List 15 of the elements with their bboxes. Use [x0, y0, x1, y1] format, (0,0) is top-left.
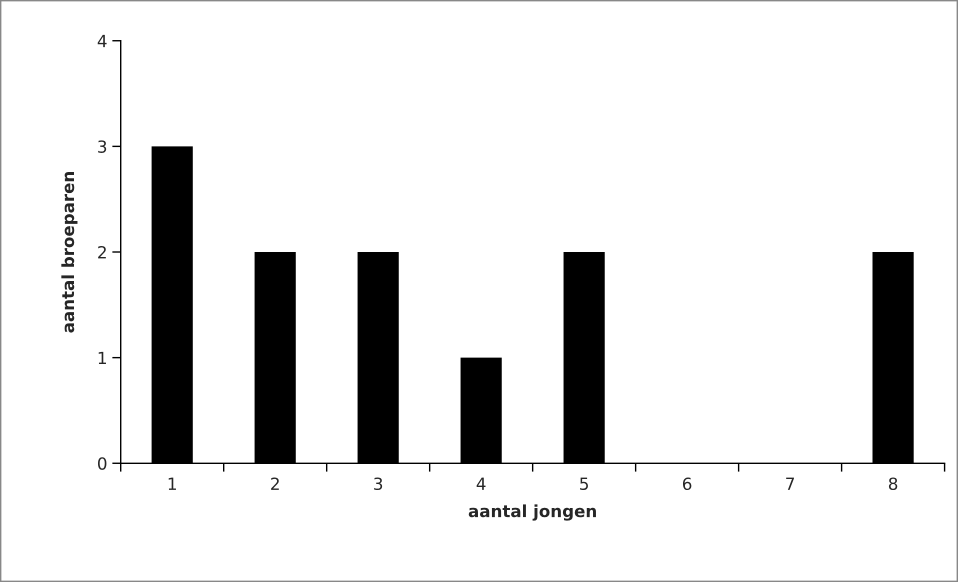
y-tick-label: 4 [98, 34, 107, 48]
x-tick-label: 1 [168, 478, 176, 490]
x-tick-label: 4 [476, 478, 486, 490]
x-tick-label: 2 [271, 477, 279, 490]
x-tick-label: 5 [580, 478, 588, 490]
x-axis-title: aantal jongen [468, 504, 596, 521]
x-tick-label: 6 [682, 477, 692, 490]
x-tick-label: 7 [786, 478, 794, 490]
x-tick-label: 3 [374, 477, 382, 490]
y-tick-label: 0 [98, 457, 106, 470]
y-tick-label: 3 [98, 140, 106, 153]
y-axis-title: aantal broeparen [61, 172, 78, 333]
y-tick-label: 2 [98, 246, 106, 258]
y-tick-label: 1 [98, 352, 106, 364]
x-tick-label: 8 [888, 477, 898, 490]
